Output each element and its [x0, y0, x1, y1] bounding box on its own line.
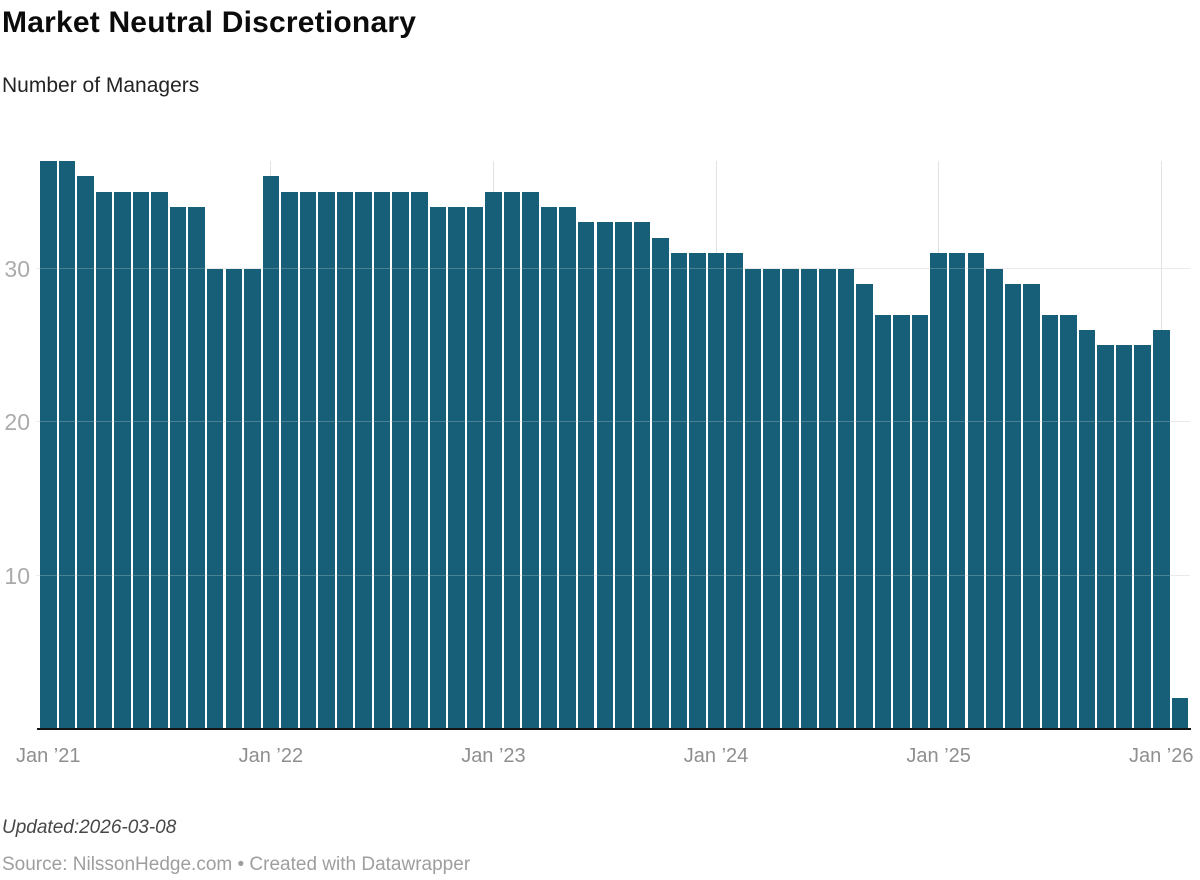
chart-subtitle: Number of Managers — [2, 74, 200, 97]
bar-2022-05[interactable] — [336, 191, 354, 729]
bar-2024-10[interactable] — [874, 314, 892, 729]
bar-2022-01[interactable] — [262, 176, 280, 729]
plot-area: 10 20 30 Jan ’21 Jan ’22 Jan ’23 Jan ’24 Jan ’2… — [0, 161, 1200, 767]
bar-2024-03[interactable] — [744, 268, 762, 729]
bar-2024-08[interactable] — [837, 268, 855, 729]
bar-2025-03[interactable] — [967, 253, 984, 729]
bar-2021-05[interactable] — [114, 191, 131, 729]
bar-2024-12[interactable] — [911, 314, 929, 729]
bar-2021-09[interactable] — [188, 207, 205, 729]
bar-2021-01[interactable] — [40, 161, 57, 729]
bar-2023-10[interactable] — [652, 237, 669, 729]
chart-title: Market Neutral Discretionary — [2, 6, 417, 39]
updated-note: Updated:2026-03-08 — [2, 817, 177, 838]
bar-2023-02[interactable] — [503, 191, 521, 729]
bar-2025-09[interactable] — [1078, 329, 1096, 729]
bar-2021-02[interactable] — [58, 161, 76, 729]
bar-2024-01[interactable] — [707, 253, 725, 729]
bar-2021-04[interactable] — [95, 191, 113, 729]
y-axis-tick-label: 20 — [4, 409, 30, 435]
bar-2024-04[interactable] — [763, 268, 780, 729]
bar-2021-10[interactable] — [206, 268, 224, 729]
bar-2022-02[interactable] — [281, 191, 298, 729]
bar-2021-11[interactable] — [225, 268, 242, 729]
bar-2022-08[interactable] — [392, 191, 409, 729]
bar-2025-02[interactable] — [948, 253, 966, 729]
bar-2023-03[interactable] — [522, 191, 539, 729]
bar-2025-05[interactable] — [1004, 283, 1022, 729]
bar-2025-11[interactable] — [1115, 345, 1133, 729]
bar-2022-09[interactable] — [411, 191, 428, 729]
bar-2021-08[interactable] — [169, 207, 187, 729]
bar-2023-01[interactable] — [485, 191, 502, 729]
y-gridline-overlay — [36, 421, 1190, 422]
bar-2023-11[interactable] — [670, 253, 688, 729]
x-axis-tick-label: Jan ’23 — [461, 745, 526, 767]
bar-2025-12[interactable] — [1134, 345, 1151, 729]
bar-2022-07[interactable] — [373, 191, 391, 729]
bar-2024-06[interactable] — [800, 268, 818, 729]
y-gridline-overlay — [36, 574, 1190, 576]
y-axis-tick-label: 30 — [4, 255, 30, 282]
bar-2024-05[interactable] — [782, 268, 799, 729]
bar-2024-02[interactable] — [726, 253, 743, 729]
source-note: Source: NilssonHedge.com • Created with … — [2, 854, 471, 875]
bar-2025-04[interactable] — [986, 268, 1003, 729]
y-gridline-30 — [36, 267, 1190, 269]
x-axis-tick-label: Jan ’26 — [1129, 745, 1194, 767]
y-gridline-10 — [36, 574, 1190, 576]
bar-2025-10[interactable] — [1097, 345, 1114, 729]
x-axis-tick-label: Jan ’24 — [683, 745, 749, 767]
bar-2021-07[interactable] — [151, 191, 168, 729]
bar-2025-07[interactable] — [1041, 314, 1059, 729]
bar-2023-12[interactable] — [689, 253, 706, 729]
bar-2023-08[interactable] — [615, 222, 632, 729]
x-axis-baseline — [37, 728, 1191, 730]
bar-2023-06[interactable] — [577, 222, 595, 729]
y-gridline-20 — [36, 421, 1190, 422]
bar-2022-10[interactable] — [429, 207, 447, 729]
x-axis-tick-label: Jan ’22 — [238, 745, 304, 767]
bar-2022-06[interactable] — [355, 191, 372, 729]
y-gridline-overlay — [36, 267, 1190, 269]
bar-2022-04[interactable] — [318, 191, 335, 729]
bar-2022-12[interactable] — [466, 207, 484, 729]
bar-2023-09[interactable] — [633, 222, 651, 729]
bar-2025-01[interactable] — [930, 253, 947, 729]
bar-2023-04[interactable] — [540, 207, 558, 729]
bar-2024-07[interactable] — [819, 268, 836, 729]
bar-2021-06[interactable] — [132, 191, 150, 729]
bar-2022-03[interactable] — [299, 191, 317, 729]
bar-2022-11[interactable] — [448, 207, 465, 729]
bar-2024-11[interactable] — [893, 314, 910, 729]
x-axis-tick-label: Jan ’25 — [906, 745, 971, 767]
bar-2023-05[interactable] — [559, 207, 576, 729]
bar-2024-09[interactable] — [856, 283, 873, 729]
bar-2023-07[interactable] — [596, 222, 613, 729]
bar-2025-06[interactable] — [1023, 283, 1040, 729]
bar-2021-03[interactable] — [77, 176, 94, 729]
bar-2021-12[interactable] — [244, 268, 261, 729]
x-axis-tick-label: Jan ’21 — [16, 745, 81, 767]
bar-2025-08[interactable] — [1060, 314, 1077, 729]
bar-2026-02[interactable] — [1171, 698, 1189, 729]
bar-2026-01[interactable] — [1153, 329, 1170, 729]
y-axis-tick-label: 10 — [4, 562, 30, 589]
